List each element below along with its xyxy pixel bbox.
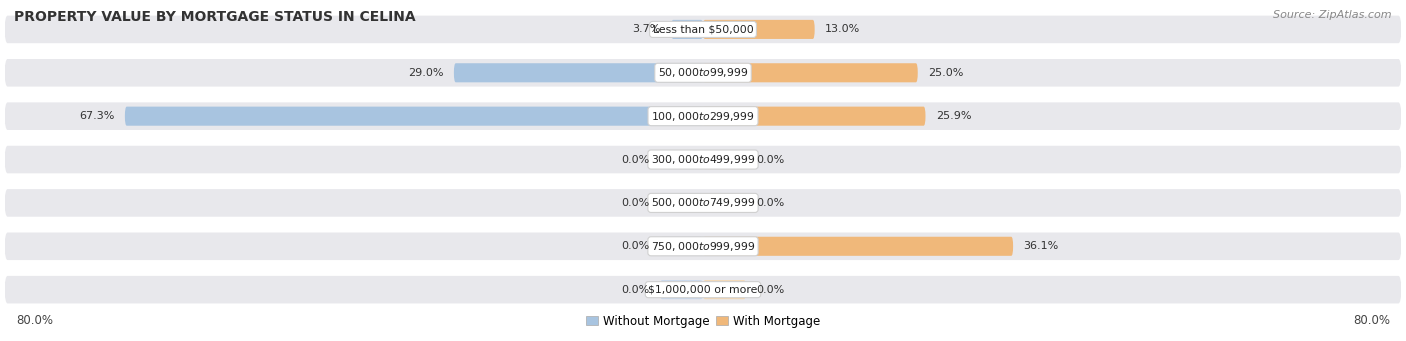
Text: 0.0%: 0.0%	[621, 285, 650, 295]
Text: 80.0%: 80.0%	[15, 314, 53, 327]
FancyBboxPatch shape	[659, 280, 703, 299]
FancyBboxPatch shape	[703, 107, 925, 126]
Text: Less than $50,000: Less than $50,000	[652, 25, 754, 34]
Text: 0.0%: 0.0%	[756, 154, 785, 165]
FancyBboxPatch shape	[3, 14, 1403, 45]
FancyBboxPatch shape	[659, 237, 703, 256]
FancyBboxPatch shape	[3, 275, 1403, 305]
Text: 67.3%: 67.3%	[79, 111, 114, 121]
FancyBboxPatch shape	[659, 150, 703, 169]
Text: $750,000 to $999,999: $750,000 to $999,999	[651, 240, 755, 253]
FancyBboxPatch shape	[3, 58, 1403, 88]
FancyBboxPatch shape	[659, 193, 703, 212]
Text: $100,000 to $299,999: $100,000 to $299,999	[651, 110, 755, 123]
FancyBboxPatch shape	[454, 63, 703, 82]
FancyBboxPatch shape	[3, 188, 1403, 218]
Text: 80.0%: 80.0%	[1353, 314, 1391, 327]
FancyBboxPatch shape	[703, 280, 747, 299]
Text: PROPERTY VALUE BY MORTGAGE STATUS IN CELINA: PROPERTY VALUE BY MORTGAGE STATUS IN CEL…	[14, 10, 416, 24]
FancyBboxPatch shape	[125, 107, 703, 126]
Text: 0.0%: 0.0%	[621, 198, 650, 208]
Text: $300,000 to $499,999: $300,000 to $499,999	[651, 153, 755, 166]
FancyBboxPatch shape	[3, 101, 1403, 131]
FancyBboxPatch shape	[703, 237, 1014, 256]
FancyBboxPatch shape	[3, 144, 1403, 175]
Text: 36.1%: 36.1%	[1024, 241, 1059, 251]
Text: 0.0%: 0.0%	[756, 198, 785, 208]
FancyBboxPatch shape	[671, 20, 703, 39]
Text: Source: ZipAtlas.com: Source: ZipAtlas.com	[1274, 10, 1392, 20]
FancyBboxPatch shape	[3, 231, 1403, 262]
Text: 0.0%: 0.0%	[621, 241, 650, 251]
Text: 29.0%: 29.0%	[408, 68, 443, 78]
Text: 0.0%: 0.0%	[621, 154, 650, 165]
FancyBboxPatch shape	[703, 193, 747, 212]
Text: $1,000,000 or more: $1,000,000 or more	[648, 285, 758, 295]
FancyBboxPatch shape	[703, 20, 814, 39]
FancyBboxPatch shape	[703, 150, 747, 169]
Text: 25.9%: 25.9%	[936, 111, 972, 121]
FancyBboxPatch shape	[703, 63, 918, 82]
Text: $500,000 to $749,999: $500,000 to $749,999	[651, 196, 755, 209]
Text: $50,000 to $99,999: $50,000 to $99,999	[658, 66, 748, 79]
Text: 3.7%: 3.7%	[633, 25, 661, 34]
Legend: Without Mortgage, With Mortgage: Without Mortgage, With Mortgage	[581, 310, 825, 332]
Text: 25.0%: 25.0%	[928, 68, 963, 78]
Text: 13.0%: 13.0%	[825, 25, 860, 34]
Text: 0.0%: 0.0%	[756, 285, 785, 295]
